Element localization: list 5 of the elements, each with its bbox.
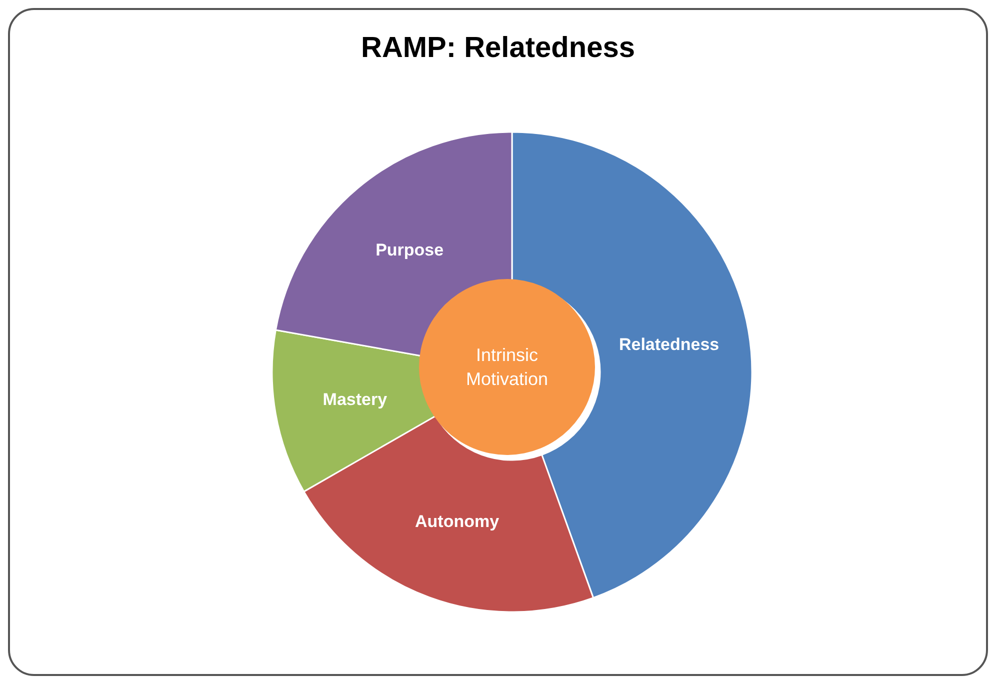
slice-label: Mastery bbox=[322, 390, 388, 409]
slice-label: Purpose bbox=[376, 240, 444, 260]
slice-label: Relatedness bbox=[618, 335, 720, 354]
chart-title: RAMP: Relatedness bbox=[360, 32, 636, 65]
slice-label: Autonomy bbox=[415, 512, 500, 532]
